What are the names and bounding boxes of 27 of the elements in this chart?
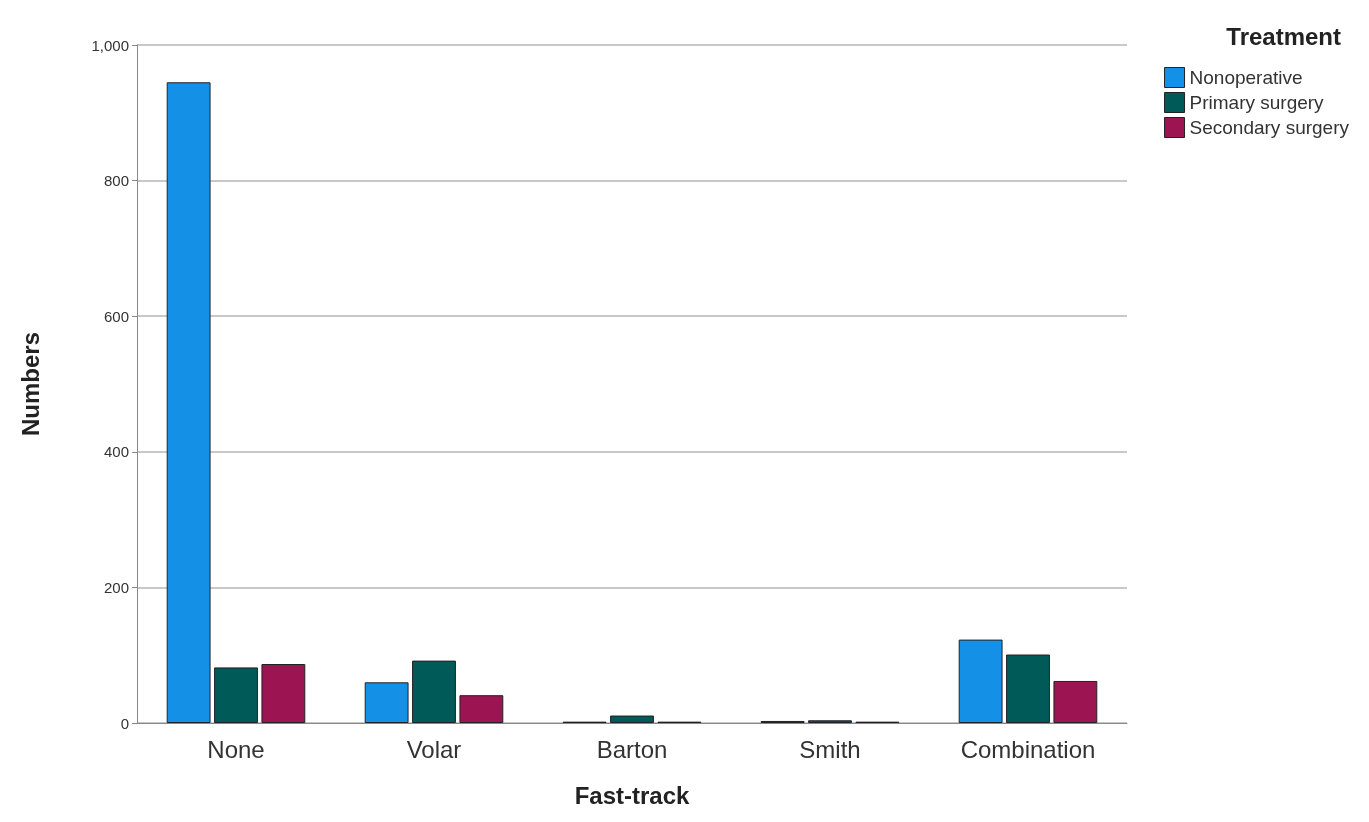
bar: [364, 682, 409, 723]
legend-title: Treatment: [1226, 22, 1342, 50]
y-tick-label: 600: [103, 307, 129, 325]
y-tick-label: 0: [120, 714, 129, 732]
x-tick-label: Barton: [596, 735, 668, 763]
y-tick-label: 200: [103, 578, 129, 596]
bar: [261, 664, 306, 723]
bar: [958, 639, 1003, 723]
y-axis-title: Numbers: [16, 331, 44, 437]
x-tick-label: None: [207, 735, 265, 763]
legend-label: Nonoperative: [1189, 67, 1303, 88]
x-tick-label: Volar: [406, 735, 462, 763]
x-tick-label: Smith: [799, 735, 861, 763]
y-tick-label: 1,000: [91, 36, 129, 54]
x-axis-title: Fast-track: [574, 781, 691, 809]
legend-label: Secondary surgery: [1189, 117, 1350, 138]
bar: [610, 715, 654, 723]
bar: [214, 667, 258, 723]
y-tick-label: 400: [103, 443, 129, 461]
bar: [166, 82, 211, 723]
x-tick-label: Combination: [960, 735, 1096, 763]
bar: [412, 660, 456, 723]
bar: [1053, 680, 1098, 723]
y-tick-label: 800: [103, 172, 129, 190]
bar: [459, 695, 504, 723]
legend-label: Primary surgery: [1189, 92, 1325, 113]
bar: [1006, 654, 1050, 723]
